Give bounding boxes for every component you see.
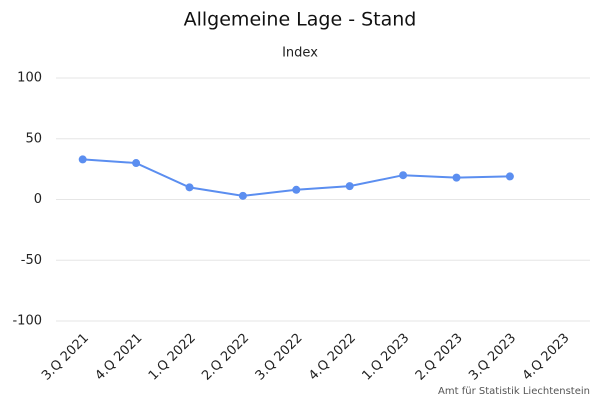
x-tick-label: 2.Q 2022 [199,331,252,384]
chart-subtitle: Index [282,46,318,61]
y-tick-label: -100 [12,314,42,329]
y-tick-label: 0 [34,192,42,207]
x-tick-label: 3.Q 2023 [466,331,519,384]
y-tick-label: -50 [21,253,42,268]
x-tick-label: 3.Q 2022 [253,331,306,384]
point [238,191,247,200]
y-tick-label: 100 [17,71,42,86]
x-tick-label: 4.Q 2023 [520,331,573,384]
credits: Amt für Statistik Liechtenstein [438,386,590,397]
chart-title: Allgemeine Lage - Stand [184,9,417,31]
x-tick-label: 4.Q 2022 [306,331,359,384]
point [345,182,354,191]
x-tick-label: 3.Q 2021 [39,331,92,384]
y-tick-label: 50 [25,131,42,146]
point [132,159,141,168]
x-tick-label: 1.Q 2023 [359,331,412,384]
point [399,171,408,180]
point [505,172,514,181]
point [185,183,194,192]
point [292,185,301,194]
x-tick-label: 1.Q 2022 [146,331,199,384]
x-tick-label: 2.Q 2023 [413,331,466,384]
x-tick-label: 4.Q 2021 [92,331,145,384]
point [452,173,461,182]
point [78,155,87,164]
